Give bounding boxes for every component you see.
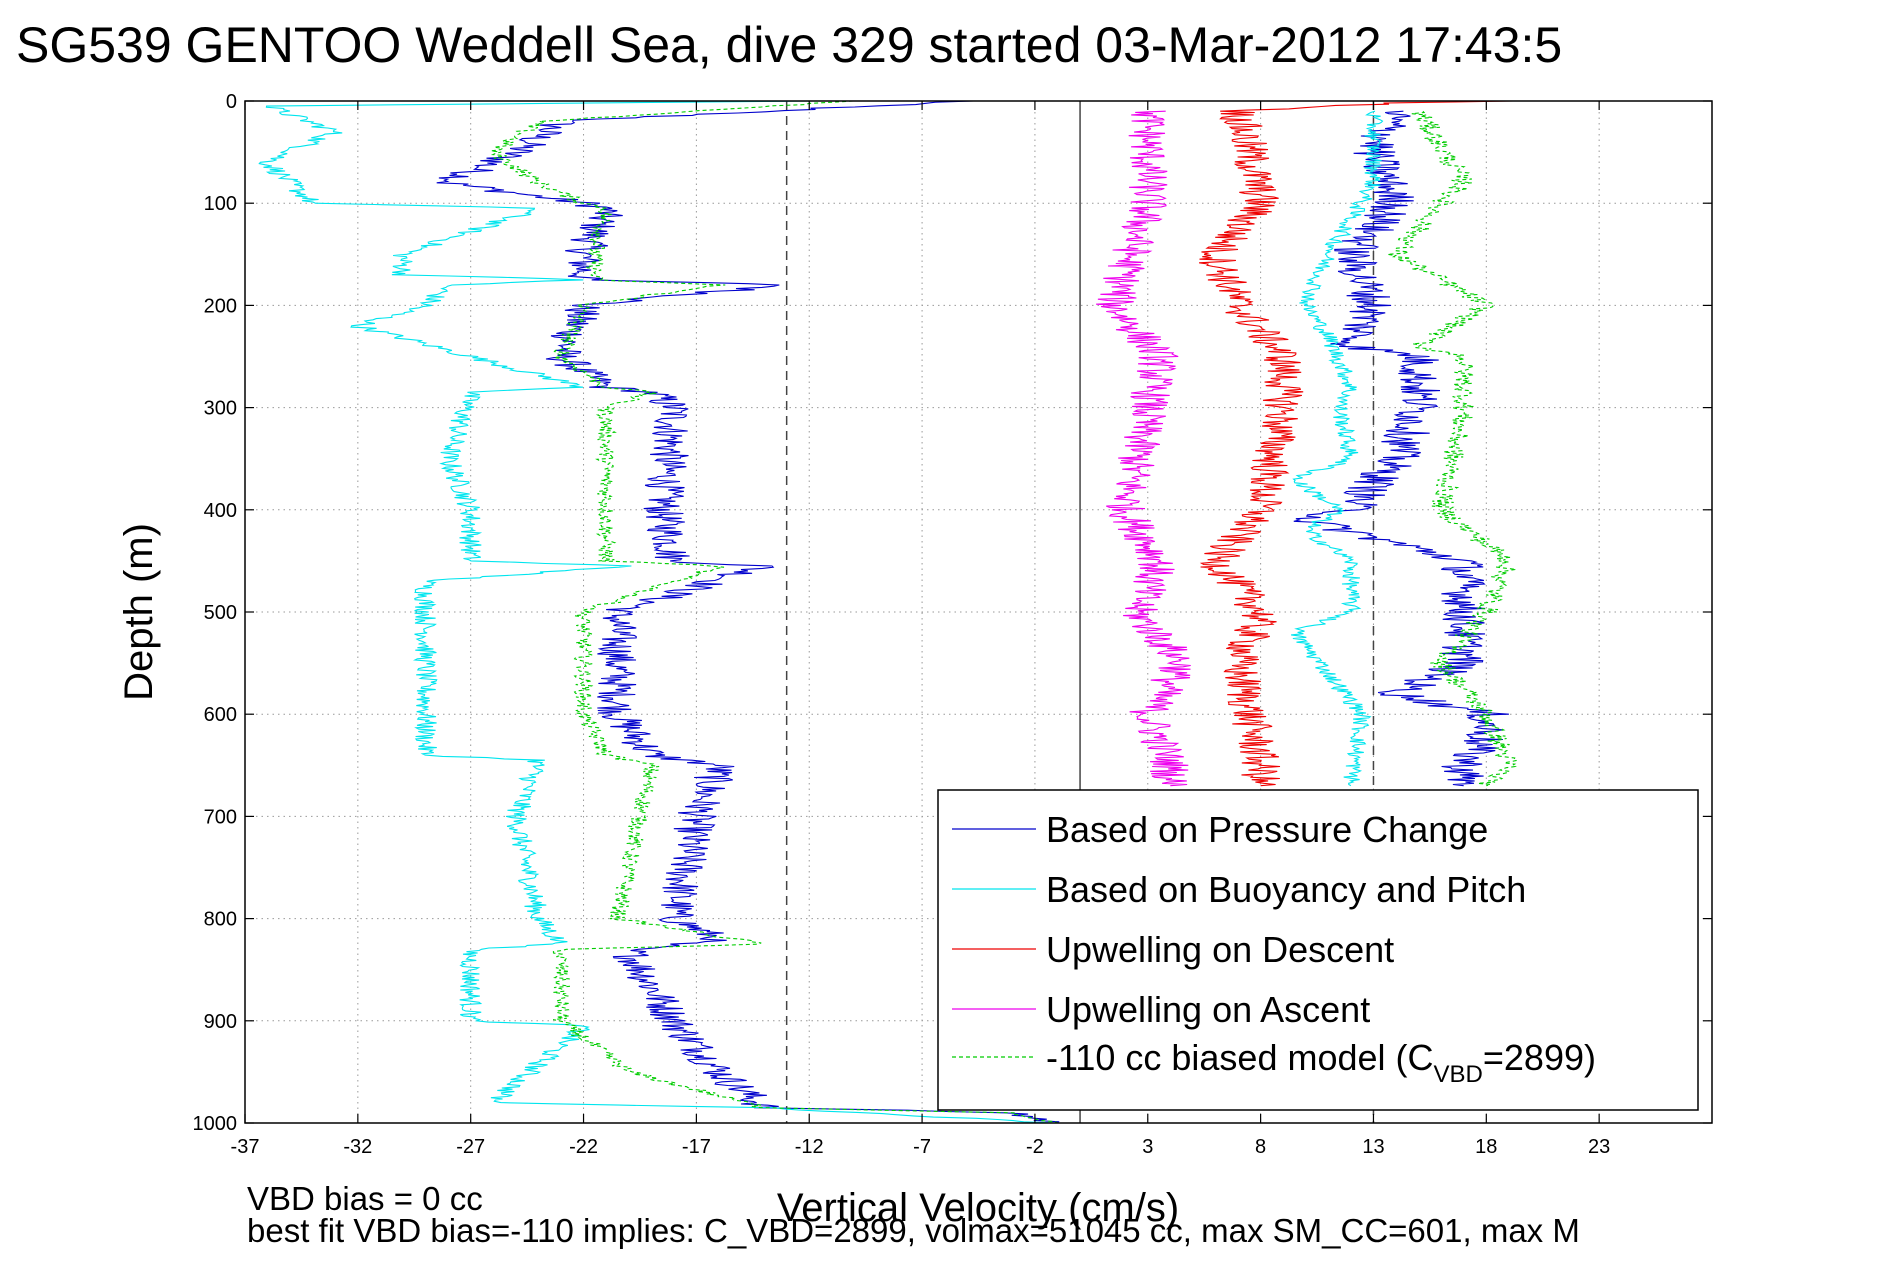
x-tick-label: -17 [682, 1136, 711, 1158]
x-tick-label: -37 [231, 1136, 260, 1158]
legend-label: Upwelling on Ascent [1046, 989, 1370, 1030]
x-tick-label: -32 [343, 1136, 372, 1158]
series-line [1291, 110, 1384, 787]
x-tick-label: 8 [1255, 1136, 1266, 1158]
legend-label: Based on Pressure Change [1046, 809, 1488, 850]
y-tick-label: 100 [204, 193, 237, 215]
y-tick-label: 900 [204, 1011, 237, 1033]
x-tick-label: -27 [456, 1136, 485, 1158]
x-axis-title: Vertical Velocity (cm/s) [777, 1186, 1179, 1230]
y-tick-label: 600 [204, 704, 237, 726]
axis-ticks: -37 -32 -27 -22 -17 -12 -7 -2 3 8 13 18 23 0 100 200 300… [193, 91, 1712, 1158]
x-tick-label: -12 [795, 1136, 824, 1158]
x-tick-label: -22 [569, 1136, 598, 1158]
legend-label: -110 cc biased model (CVBD=2899) [1046, 1037, 1596, 1088]
y-tick-label: 800 [204, 909, 237, 931]
x-tick-label: 18 [1475, 1136, 1497, 1158]
y-tick-label: 300 [204, 398, 237, 420]
x-tick-label: 3 [1142, 1136, 1153, 1158]
series-line [436, 100, 1060, 1124]
series-line [1387, 110, 1519, 787]
legend: Based on Pressure Change Based on Buoyanc… [937, 789, 1699, 1111]
y-tick-label: 400 [204, 500, 237, 522]
y-tick-label: 1000 [193, 1113, 238, 1135]
x-tick-label: -7 [913, 1136, 931, 1158]
legend-label: Based on Buoyancy and Pitch [1046, 869, 1526, 910]
data-series [258, 100, 1519, 1124]
y-tick-label: 700 [204, 806, 237, 828]
best-fit-note: best fit VBD bias=-110 implies: C_VBD=28… [247, 1212, 1580, 1249]
y-tick-label: 0 [226, 91, 237, 113]
series-line [1096, 110, 1191, 787]
x-tick-label: -2 [1026, 1136, 1044, 1158]
x-tick-label: 23 [1588, 1136, 1610, 1158]
x-tick-label: 13 [1362, 1136, 1384, 1158]
y-axis-title: Depth (m) [117, 523, 161, 701]
chart-title: SG539 GENTOO Weddell Sea, dive 329 start… [16, 17, 1562, 73]
y-tick-label: 500 [204, 602, 237, 624]
series-line [490, 100, 1058, 1124]
vbd-bias-note: VBD bias = 0 cc [247, 1180, 483, 1217]
series-line [1293, 110, 1509, 787]
series-line [258, 100, 1058, 1124]
series-line [1199, 100, 1513, 787]
legend-label: Upwelling on Descent [1046, 929, 1394, 970]
y-tick-label: 200 [204, 295, 237, 317]
legend-box [937, 789, 1699, 1111]
